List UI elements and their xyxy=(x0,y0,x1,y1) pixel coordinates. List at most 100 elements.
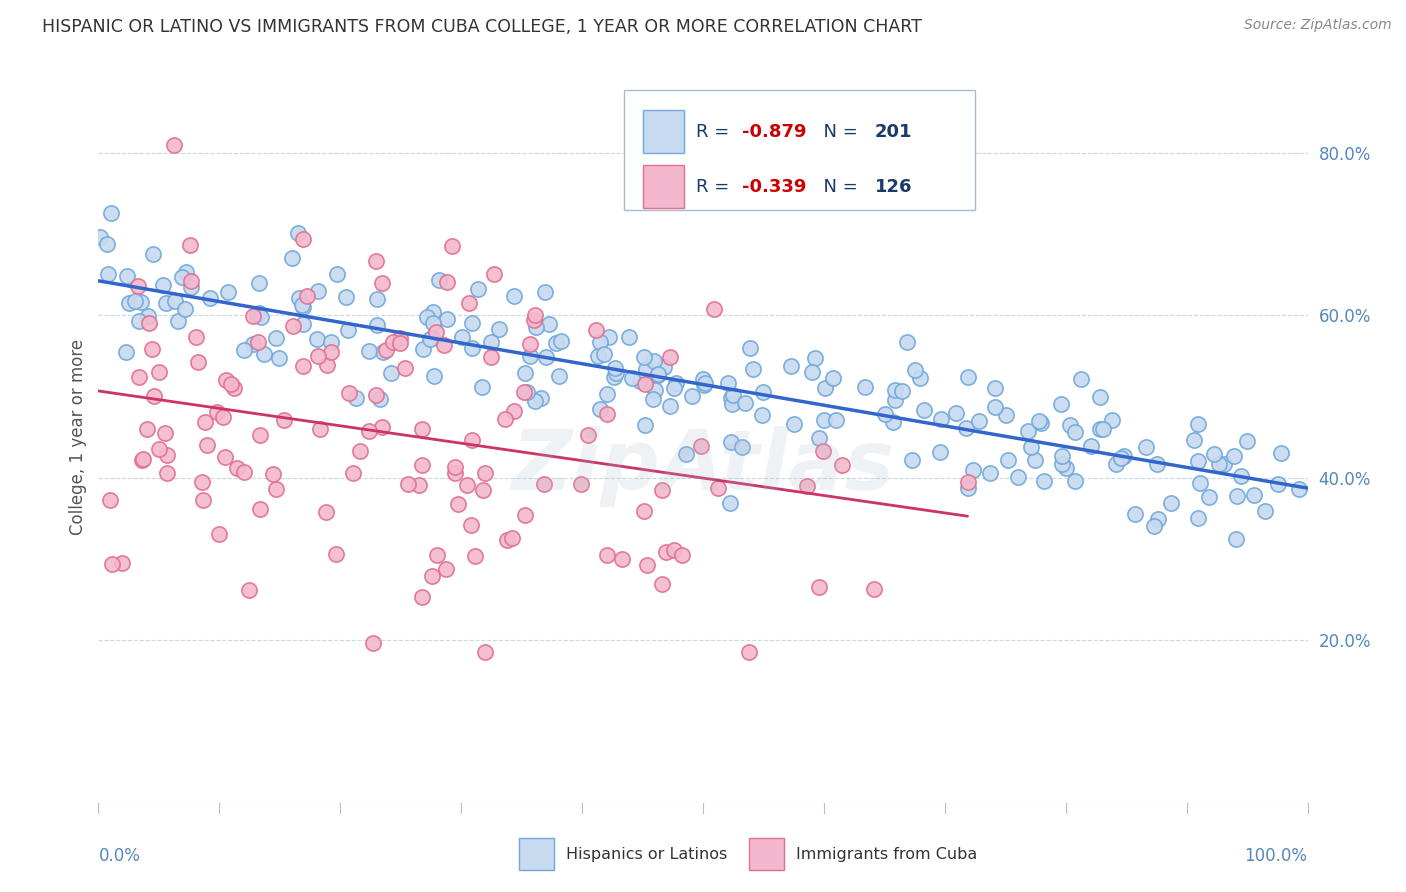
Text: 201: 201 xyxy=(875,123,912,141)
Point xyxy=(281,251,304,265)
FancyBboxPatch shape xyxy=(643,165,683,208)
Point xyxy=(855,380,877,394)
Point xyxy=(994,408,1017,422)
Point xyxy=(658,399,681,413)
Point xyxy=(287,291,309,305)
Point xyxy=(381,335,404,350)
Point xyxy=(111,556,134,570)
Point xyxy=(1230,468,1253,483)
Point xyxy=(165,294,187,309)
Text: R =: R = xyxy=(696,123,735,141)
Point xyxy=(896,335,918,350)
Point xyxy=(233,343,256,357)
Point xyxy=(1236,434,1258,448)
Point xyxy=(720,391,742,405)
Point xyxy=(297,289,319,303)
Point xyxy=(101,557,124,571)
Point xyxy=(1059,417,1081,432)
Point xyxy=(1267,477,1289,491)
Point xyxy=(464,549,486,563)
Point xyxy=(655,545,678,559)
Point xyxy=(796,479,818,493)
Point xyxy=(633,350,655,364)
Point xyxy=(325,547,347,561)
Point xyxy=(997,453,1019,467)
Point xyxy=(96,237,118,252)
Point xyxy=(436,275,458,289)
Point xyxy=(226,461,249,475)
Point xyxy=(533,477,555,491)
Point xyxy=(247,277,270,291)
Point xyxy=(482,267,505,281)
Point xyxy=(665,376,688,391)
Point xyxy=(394,360,416,375)
Point xyxy=(273,412,295,426)
Point xyxy=(1225,533,1247,547)
Point xyxy=(447,498,470,512)
Point xyxy=(155,296,177,310)
Point xyxy=(1054,461,1077,475)
Point xyxy=(1223,450,1246,464)
Point xyxy=(370,277,392,291)
Point xyxy=(307,349,329,363)
Point xyxy=(782,417,804,431)
Point xyxy=(366,293,388,307)
Point xyxy=(346,391,368,405)
Point xyxy=(983,381,1005,395)
Point xyxy=(219,376,242,391)
Point xyxy=(307,285,329,299)
Point xyxy=(1187,511,1209,525)
Point xyxy=(163,137,186,152)
Point xyxy=(824,413,846,427)
Text: Immigrants from Cuba: Immigrants from Cuba xyxy=(796,847,977,862)
Text: R =: R = xyxy=(696,178,735,195)
Point xyxy=(519,349,541,363)
Point xyxy=(138,316,160,330)
Point xyxy=(595,387,617,401)
Text: 0.0%: 0.0% xyxy=(98,847,141,864)
Point xyxy=(128,369,150,384)
Point xyxy=(634,417,657,432)
Point xyxy=(207,526,229,541)
Point xyxy=(184,330,207,344)
Point xyxy=(411,458,433,473)
Point xyxy=(671,548,693,562)
Point xyxy=(131,295,153,310)
Point xyxy=(873,407,896,421)
Point xyxy=(955,420,977,434)
Point xyxy=(242,336,264,351)
Point xyxy=(662,380,685,394)
Point xyxy=(172,270,194,285)
Point xyxy=(156,449,179,463)
Point xyxy=(530,391,553,405)
Point xyxy=(617,330,640,344)
Point xyxy=(337,386,360,401)
FancyBboxPatch shape xyxy=(624,90,976,211)
Text: Source: ZipAtlas.com: Source: ZipAtlas.com xyxy=(1244,18,1392,32)
Point xyxy=(984,401,1007,415)
Point xyxy=(319,344,342,359)
Point xyxy=(1105,457,1128,471)
Point xyxy=(460,517,482,532)
Text: N =: N = xyxy=(811,178,863,195)
Point xyxy=(593,346,616,360)
Point xyxy=(589,402,612,417)
Point xyxy=(371,345,394,359)
Point xyxy=(537,318,560,332)
Point xyxy=(131,451,153,466)
Point xyxy=(152,278,174,293)
Point xyxy=(198,291,221,305)
Point xyxy=(420,331,443,345)
Point xyxy=(912,402,935,417)
Point xyxy=(443,459,465,474)
Point xyxy=(291,317,314,331)
Point xyxy=(179,237,201,252)
Point xyxy=(366,388,388,402)
Point xyxy=(569,477,592,491)
Point xyxy=(124,293,146,308)
Point xyxy=(516,384,538,399)
Point xyxy=(1146,458,1168,472)
Point xyxy=(501,531,523,545)
Point xyxy=(264,483,287,497)
Point xyxy=(238,582,260,597)
